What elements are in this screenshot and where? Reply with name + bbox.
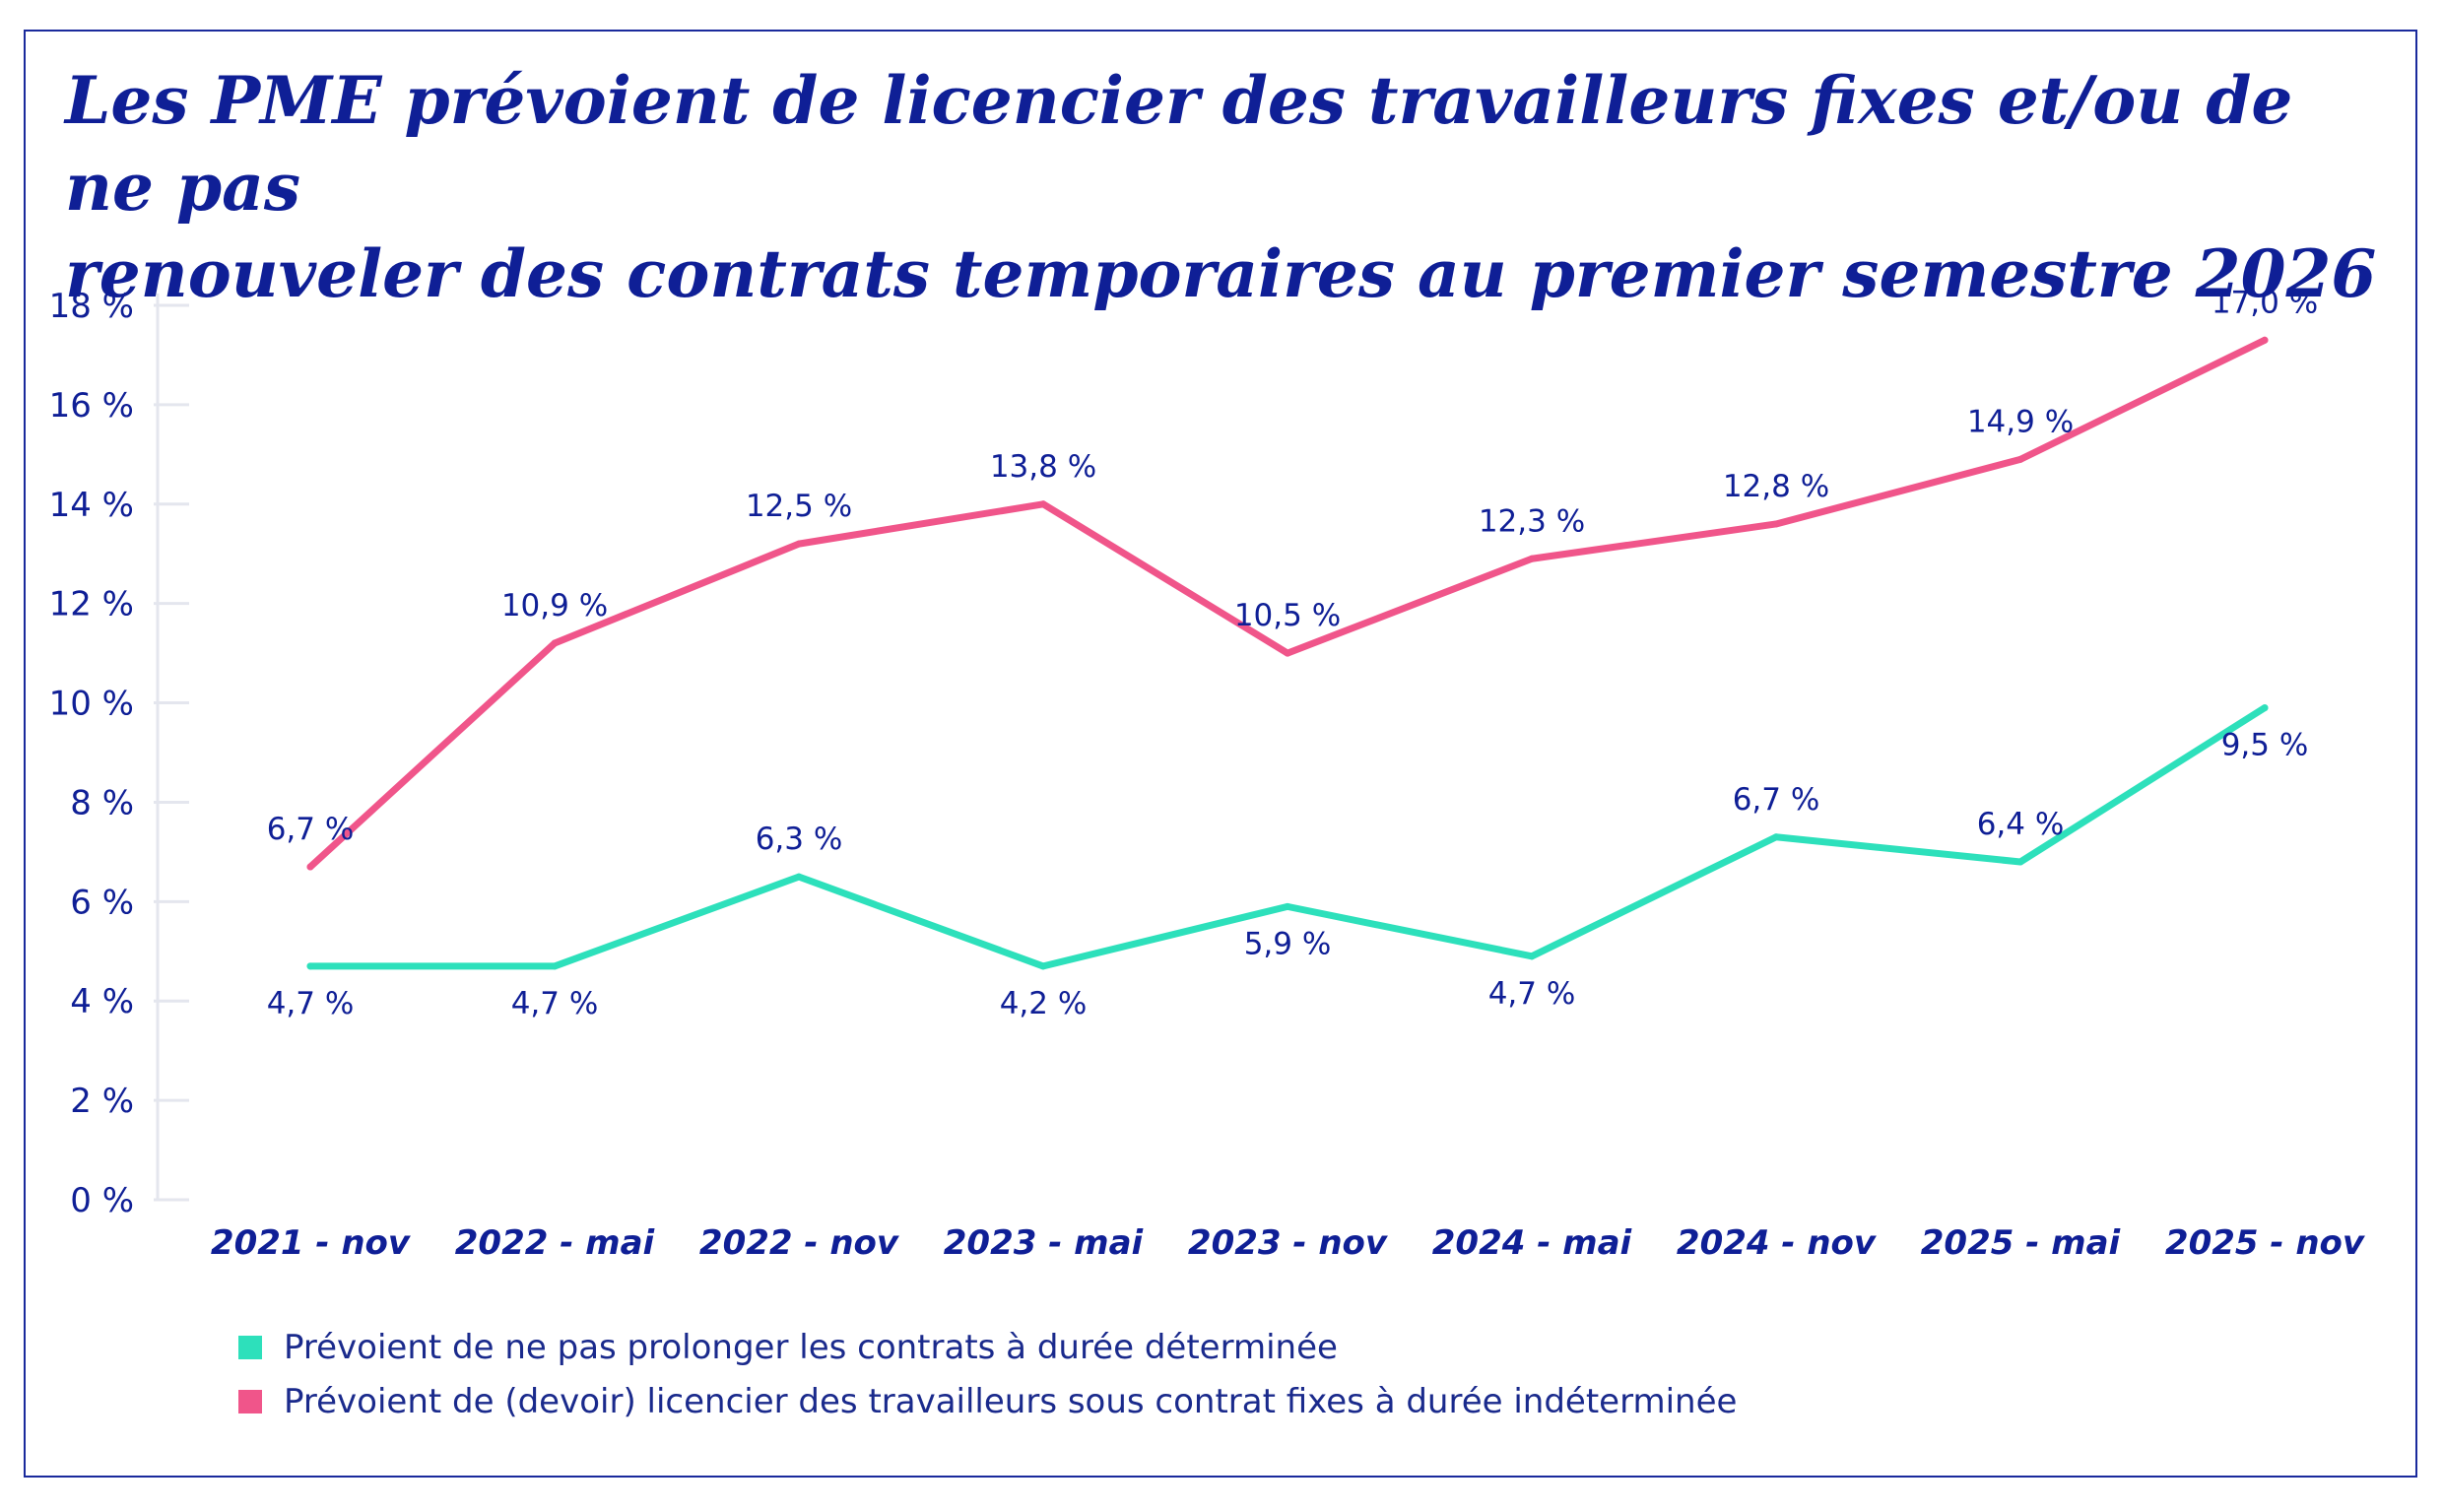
data-point bbox=[1039, 962, 1047, 970]
data-label: 4,7 % bbox=[1488, 976, 1576, 1012]
x-tick-label: 2024 - nov bbox=[1677, 1223, 1878, 1263]
data-point bbox=[1772, 520, 1780, 528]
legend: Prévoient de ne pas prolonger les contra… bbox=[238, 1320, 1737, 1428]
x-tick-label: 2024 - mai bbox=[1432, 1223, 1633, 1263]
data-label: 4,2 % bbox=[1000, 986, 1088, 1021]
data-label: 12,8 % bbox=[1723, 469, 1829, 504]
y-tick-label: 6 % bbox=[70, 883, 134, 922]
y-tick-label: 18 % bbox=[49, 287, 134, 326]
legend-swatch-cdi bbox=[238, 1389, 262, 1413]
data-label: 6,7 % bbox=[1733, 782, 1820, 818]
y-tick-label: 4 % bbox=[70, 982, 134, 1021]
data-label: 4,7 % bbox=[267, 986, 355, 1021]
chart-frame bbox=[24, 30, 2417, 1478]
y-tick-label: 10 % bbox=[49, 685, 134, 724]
data-label: 17,0 % bbox=[2212, 285, 2318, 320]
data-label: 14,9 % bbox=[1967, 404, 2074, 439]
x-tick-label: 2022 - mai bbox=[455, 1223, 656, 1263]
chart-title-line-1: Les PME prévoient de licencier des trava… bbox=[65, 62, 2293, 226]
data-point bbox=[1528, 555, 1536, 562]
data-label: 10,5 % bbox=[1234, 598, 1341, 633]
data-point bbox=[1528, 953, 1536, 960]
chart-title: Les PME prévoient de licencier des trava… bbox=[65, 57, 2380, 317]
legend-item-cdd: Prévoient de ne pas prolonger les contra… bbox=[238, 1320, 1737, 1374]
y-tick-label: 0 % bbox=[70, 1181, 134, 1220]
data-point bbox=[2016, 455, 2024, 463]
data-label: 9,5 % bbox=[2221, 728, 2309, 763]
chart-title-line-2: renouveler des contrats temporaires au p… bbox=[65, 235, 2377, 312]
x-tick-label: 2021 - nov bbox=[211, 1223, 412, 1263]
x-tick-label: 2022 - nov bbox=[699, 1223, 900, 1263]
x-tick-label: 2025 - nov bbox=[2165, 1223, 2366, 1263]
data-point bbox=[1039, 500, 1047, 508]
legend-item-cdi: Prévoient de (devoir) licencier des trav… bbox=[238, 1374, 1737, 1428]
y-tick-label: 2 % bbox=[70, 1082, 134, 1121]
data-point bbox=[795, 873, 803, 881]
data-label: 5,9 % bbox=[1244, 926, 1332, 961]
data-point bbox=[551, 962, 559, 970]
data-label: 12,3 % bbox=[1479, 503, 1585, 539]
legend-label-cdi: Prévoient de (devoir) licencier des trav… bbox=[284, 1381, 1738, 1421]
data-label: 6,3 % bbox=[756, 822, 843, 857]
data-label: 6,4 % bbox=[1977, 807, 2065, 842]
data-point bbox=[2261, 704, 2269, 712]
y-tick-label: 14 % bbox=[49, 486, 134, 525]
legend-swatch-cdd bbox=[238, 1335, 262, 1359]
data-point bbox=[551, 639, 559, 647]
data-point bbox=[795, 540, 803, 548]
data-label: 13,8 % bbox=[990, 449, 1096, 485]
data-label: 4,7 % bbox=[511, 986, 599, 1021]
y-tick-label: 12 % bbox=[49, 585, 134, 625]
y-tick-label: 8 % bbox=[70, 783, 134, 822]
data-label: 12,5 % bbox=[746, 489, 852, 524]
data-point bbox=[2261, 336, 2269, 344]
data-point bbox=[1284, 649, 1291, 657]
data-point bbox=[1284, 902, 1291, 910]
y-tick-label: 16 % bbox=[49, 386, 134, 426]
x-tick-label: 2025 - mai bbox=[1921, 1223, 2122, 1263]
data-point bbox=[306, 863, 314, 871]
x-tick-label: 2023 - nov bbox=[1188, 1223, 1389, 1263]
data-point bbox=[306, 962, 314, 970]
x-tick-label: 2023 - mai bbox=[944, 1223, 1145, 1263]
data-point bbox=[1772, 833, 1780, 841]
data-label: 6,7 % bbox=[267, 812, 355, 847]
data-point bbox=[2016, 858, 2024, 866]
legend-label-cdd: Prévoient de ne pas prolonger les contra… bbox=[284, 1327, 1338, 1367]
data-label: 10,9 % bbox=[501, 588, 608, 624]
